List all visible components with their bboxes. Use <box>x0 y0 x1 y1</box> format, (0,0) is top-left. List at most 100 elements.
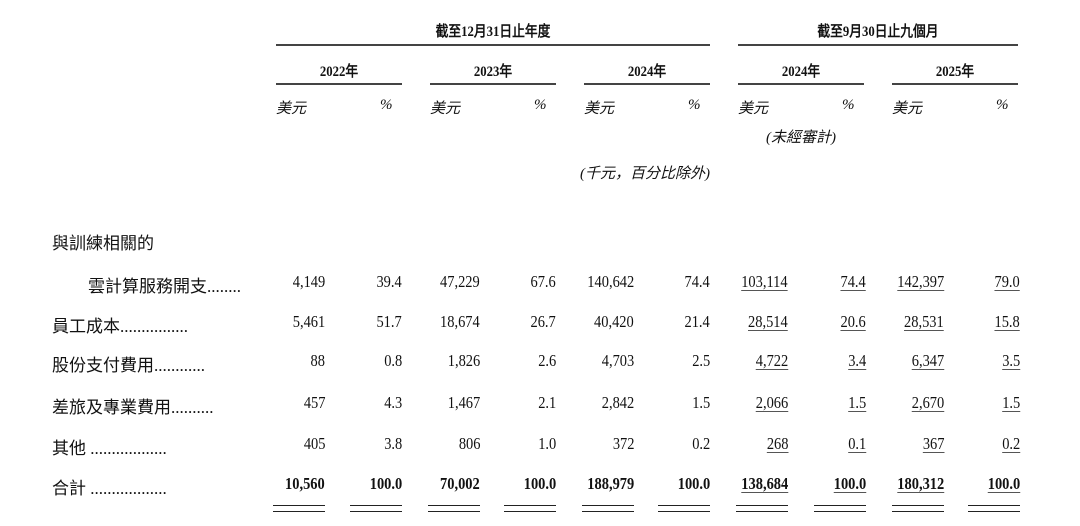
cell-value: 28,514 <box>748 312 788 331</box>
cell-value: 47,229 <box>440 272 480 291</box>
cell-value: 1.5 <box>1001 393 1020 412</box>
cell-value: 18,674 <box>440 312 480 331</box>
cell-value: 100.0 <box>833 474 866 493</box>
cell-value: 10,560 <box>285 474 325 493</box>
currency-label: 美元 <box>584 101 615 117</box>
cell-value: 806 <box>458 434 480 453</box>
section-label: 與訓練相關的 <box>52 234 154 253</box>
cell-value: 21.4 <box>684 312 710 331</box>
row-label: 員工成本................ <box>52 317 188 336</box>
cell-value: 39.4 <box>376 272 402 291</box>
cell-value: 3.8 <box>383 434 402 453</box>
header-annual: 截至12月31日止年度 <box>435 24 551 40</box>
year-header: 2022年 <box>319 64 359 80</box>
cell-value: 405 <box>303 434 325 453</box>
cell-value: 2.5 <box>691 351 710 370</box>
cell-value: 74.4 <box>840 272 866 291</box>
year-rule <box>584 83 710 85</box>
cell-value: 1,467 <box>447 393 480 412</box>
cell-value: 28,531 <box>904 312 944 331</box>
cell-value: 140,642 <box>587 272 634 291</box>
cell-value: 1.0 <box>537 434 556 453</box>
cell-value: 74.4 <box>684 272 710 291</box>
cell-value: 3.5 <box>1001 351 1020 370</box>
cell-value: 4.3 <box>383 393 402 412</box>
cell-value: 372 <box>612 434 634 453</box>
row-label: 其他 .................. <box>52 439 167 458</box>
double-underline <box>350 505 402 512</box>
cell-value: 79.0 <box>994 272 1020 291</box>
percent-label: % <box>380 97 393 113</box>
cell-value: 70,002 <box>440 474 480 493</box>
cell-value: 26.7 <box>530 312 556 331</box>
cell-value: 268 <box>766 434 788 453</box>
cell-value: 1.5 <box>847 393 866 412</box>
double-underline <box>892 505 944 512</box>
cell-value: 2,670 <box>911 393 944 412</box>
cell-value: 0.1 <box>847 434 866 453</box>
cell-value: 100.0 <box>677 474 710 493</box>
cell-value: 51.7 <box>376 312 402 331</box>
cell-value: 100.0 <box>523 474 556 493</box>
cell-value: 40,420 <box>594 312 634 331</box>
cell-value: 0.2 <box>691 434 710 453</box>
year-header: 2023年 <box>473 64 513 80</box>
cell-value: 5,461 <box>292 312 325 331</box>
cell-value: 180,312 <box>897 474 944 493</box>
percent-label: % <box>688 97 701 113</box>
double-underline <box>273 505 325 512</box>
double-underline <box>582 505 634 512</box>
cell-value: 0.2 <box>1001 434 1020 453</box>
currency-label: 美元 <box>430 101 461 117</box>
double-underline <box>428 505 480 512</box>
year-rule <box>430 83 556 85</box>
double-underline <box>504 505 556 512</box>
cell-value: 2.6 <box>537 351 556 370</box>
year-rule <box>276 83 402 85</box>
cell-value: 4,722 <box>755 351 788 370</box>
header-nine-months: 截至9月30日止九個月 <box>817 24 939 40</box>
year-header: 2025年 <box>935 64 975 80</box>
cell-value: 6,347 <box>911 351 944 370</box>
cell-value: 3.4 <box>847 351 866 370</box>
header-rule <box>738 44 1018 46</box>
cell-value: 0.8 <box>383 351 402 370</box>
unaudited-note: (未經審計) <box>766 130 836 146</box>
percent-label: % <box>996 97 1009 113</box>
cell-value: 100.0 <box>987 474 1020 493</box>
percent-label: % <box>842 97 855 113</box>
cell-value: 2,066 <box>755 393 788 412</box>
cell-value: 103,114 <box>741 272 788 291</box>
cell-value: 88 <box>310 351 325 370</box>
cell-value: 15.8 <box>994 312 1020 331</box>
cell-value: 457 <box>303 393 325 412</box>
cell-value: 2.1 <box>537 393 556 412</box>
header-rule <box>276 44 710 46</box>
row-label: 股份支付費用............ <box>52 356 205 375</box>
row-label: 雲計算服務開支........ <box>88 277 241 296</box>
cell-value: 20.6 <box>840 312 866 331</box>
currency-label: 美元 <box>738 101 769 117</box>
cell-value: 4,703 <box>601 351 634 370</box>
double-underline <box>968 505 1020 512</box>
cell-value: 367 <box>922 434 944 453</box>
currency-label: 美元 <box>892 101 923 117</box>
cell-value: 142,397 <box>897 272 944 291</box>
double-underline <box>736 505 788 512</box>
double-underline <box>814 505 866 512</box>
cell-value: 100.0 <box>369 474 402 493</box>
double-underline <box>658 505 710 512</box>
percent-label: % <box>534 97 547 113</box>
year-header: 2024年 <box>627 64 667 80</box>
cell-value: 4,149 <box>292 272 325 291</box>
cell-value: 138,684 <box>741 474 788 493</box>
unit-note: (千元，百分比除外) <box>580 166 710 182</box>
cell-value: 188,979 <box>587 474 634 493</box>
year-rule <box>738 83 864 85</box>
currency-label: 美元 <box>276 101 307 117</box>
row-label: 差旅及專業費用.......... <box>52 398 214 417</box>
cell-value: 1,826 <box>447 351 480 370</box>
row-label: 合計 .................. <box>52 479 167 498</box>
year-rule <box>892 83 1018 85</box>
cell-value: 67.6 <box>530 272 556 291</box>
